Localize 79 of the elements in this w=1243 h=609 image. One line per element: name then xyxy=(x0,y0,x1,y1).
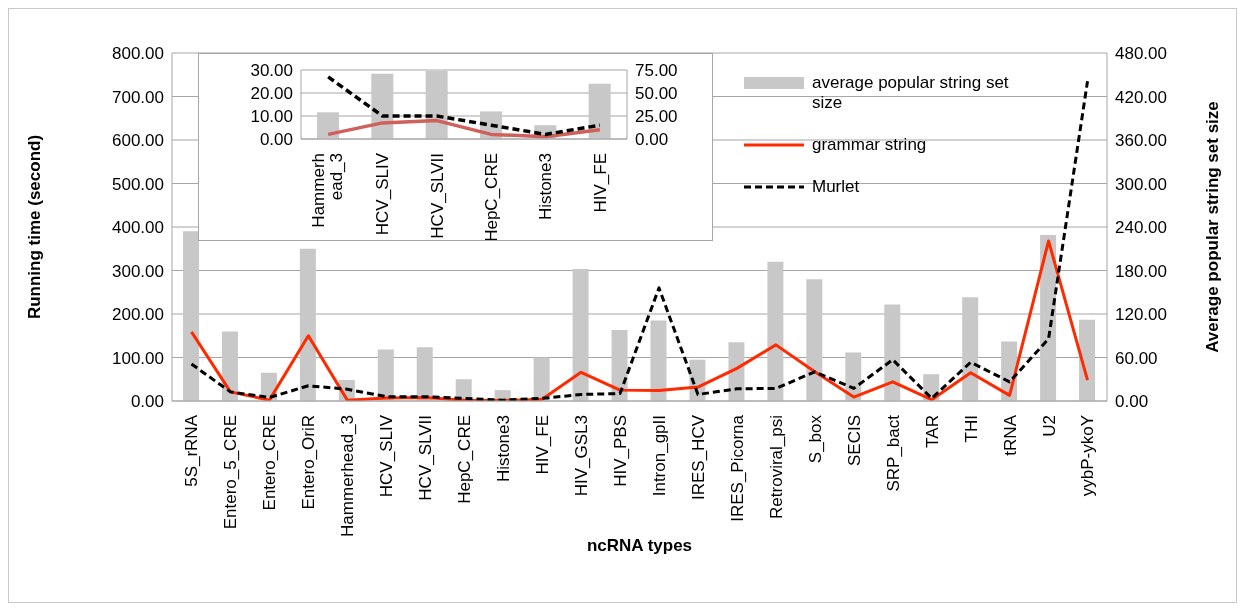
y-tick-label: 10.00 xyxy=(250,107,293,127)
y2-tick-label: 0.00 xyxy=(635,130,669,150)
x-tick-label: Entero_OriR xyxy=(299,415,319,510)
y-tick-label: 100.00 xyxy=(112,348,164,368)
bar xyxy=(572,269,589,401)
y-axis-title: Running time (second) xyxy=(25,134,45,320)
y2-tick-label: 25.00 xyxy=(635,107,678,127)
bar xyxy=(767,261,784,401)
x-tick-label: HIV_FE xyxy=(533,415,553,475)
y2-tick-label: 75.00 xyxy=(635,61,678,81)
y-tick-label: 30.00 xyxy=(250,61,293,81)
bar xyxy=(650,320,667,401)
bar xyxy=(884,304,901,401)
y2-tick-label: 240.00 xyxy=(1115,218,1167,238)
y-tick-label: 800.00 xyxy=(112,44,164,64)
bar xyxy=(611,329,628,401)
x-tick-label: HIV_PBS xyxy=(610,415,630,487)
x-tick-label: Histone3 xyxy=(536,153,556,221)
legend-label: Murlet xyxy=(812,177,861,197)
x-tick-label: Entero_CRE xyxy=(260,415,280,511)
x-tick-label: IRES_Picorna xyxy=(727,414,747,522)
y2-tick-label: 180.00 xyxy=(1115,261,1167,281)
bar xyxy=(1079,319,1096,401)
x-tick-label: THI xyxy=(961,415,981,443)
y-tick-label: 20.00 xyxy=(250,84,293,104)
bar xyxy=(299,248,316,401)
x-tick-label: Histone3 xyxy=(494,415,514,483)
bar xyxy=(317,112,339,139)
x-tick-label: HCV_SLIV xyxy=(373,152,393,236)
x-tick-label: TAR xyxy=(922,415,942,448)
y2-tick-label: 480.00 xyxy=(1115,44,1167,64)
y2-tick-label: 50.00 xyxy=(635,84,678,104)
x-tick-label: Entero_5_CRE xyxy=(221,415,241,530)
bar xyxy=(183,231,199,401)
x-axis-title: ncRNA types xyxy=(586,536,693,555)
y-tick-label: 200.00 xyxy=(112,305,164,325)
x-tick-label: S_box xyxy=(805,414,825,464)
bar xyxy=(806,279,823,401)
x-tick-label: HIV_FE xyxy=(590,153,610,213)
legend-label: grammar string xyxy=(812,135,928,155)
x-tick-label: HCV_SLVII xyxy=(427,153,447,239)
y-tick-label: 300.00 xyxy=(112,261,164,281)
y2-tick-label: 420.00 xyxy=(1115,87,1167,107)
x-tick-label: HCV_SLVII xyxy=(416,415,436,501)
x-tick-label: HIV_GSL3 xyxy=(572,415,592,497)
x-tick-label: HepC_CRE xyxy=(482,153,502,242)
y-tick-label: 0.00 xyxy=(130,392,164,412)
y2-axis-title: Average popular string set size xyxy=(1203,101,1223,353)
y2-tick-label: 360.00 xyxy=(1115,131,1167,151)
x-tick-label: HepC_CRE xyxy=(455,415,475,504)
x-tick-label: Retroviral_psi xyxy=(766,415,786,519)
y2-tick-label: 300.00 xyxy=(1115,174,1167,194)
y-tick-label: 600.00 xyxy=(112,131,164,151)
x-tick-label: Hammerhead_3 xyxy=(308,153,346,228)
y2-tick-label: 60.00 xyxy=(1115,348,1158,368)
line-series xyxy=(189,239,1090,401)
x-tick-label: tRNA xyxy=(1000,414,1020,456)
y-tick-label: 500.00 xyxy=(112,174,164,194)
x-tick-label: SRP_bact xyxy=(883,414,903,492)
y2-tick-label: 0.00 xyxy=(1115,392,1149,412)
x-tick-label: 5S_rRNA xyxy=(182,414,202,487)
y2-tick-label: 120.00 xyxy=(1115,305,1167,325)
x-tick-label: yybP-ykoY xyxy=(1078,415,1098,497)
x-tick-label: IRES_HCV xyxy=(688,414,708,501)
bar xyxy=(962,297,979,401)
x-tick-label: SECIS xyxy=(844,415,864,467)
y-tick-label: 700.00 xyxy=(112,87,164,107)
x-tick-label: U2 xyxy=(1039,415,1059,437)
x-tick-label: HCV_SLIV xyxy=(377,414,397,498)
y-tick-label: 400.00 xyxy=(112,218,164,238)
line-series xyxy=(326,118,602,139)
x-tick-label: Intron_gpII xyxy=(649,415,669,497)
x-tick-label: Hammerhead_3 xyxy=(338,415,358,537)
bar xyxy=(588,83,611,139)
bar xyxy=(221,331,238,401)
legend-label: average popular string set size xyxy=(812,73,1010,113)
bar xyxy=(416,347,433,401)
y-tick-label: 0.00 xyxy=(259,130,293,150)
line-series xyxy=(326,75,602,137)
